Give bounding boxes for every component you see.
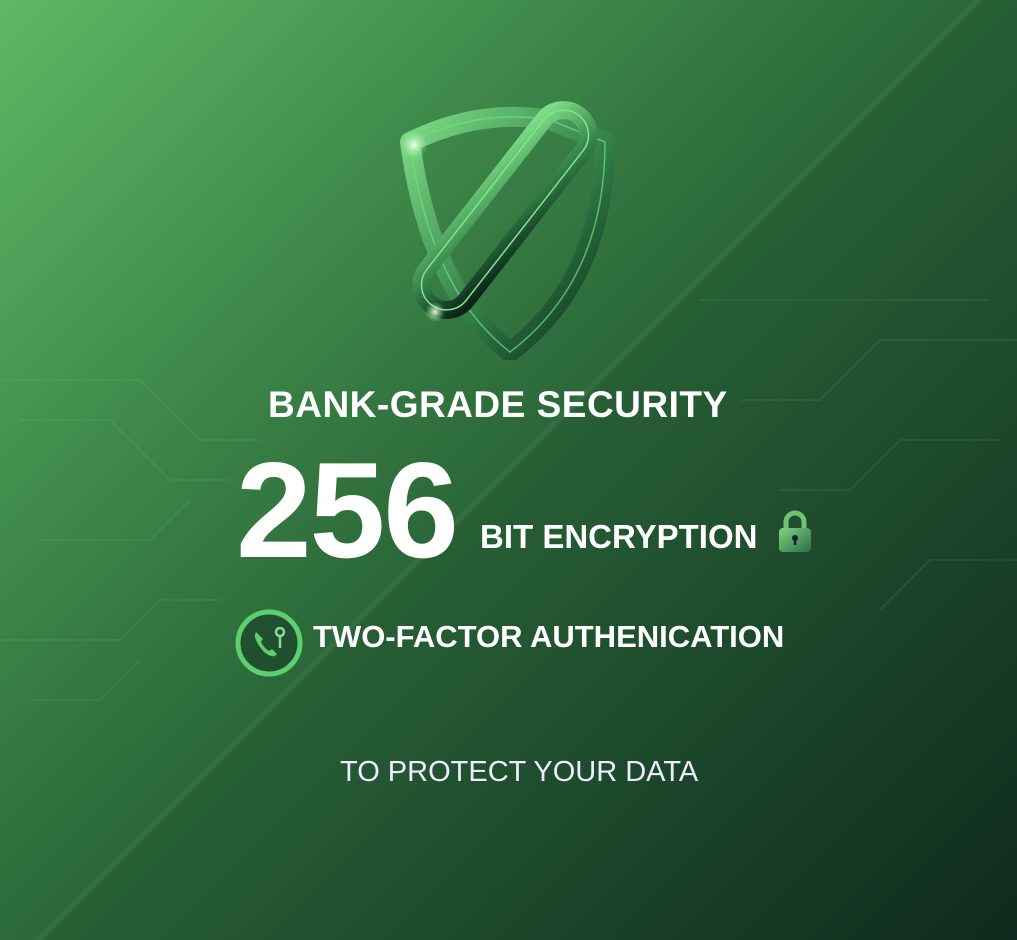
tagline: TO PROTECT YOUR DATA [340, 756, 699, 788]
phone-key-icon [235, 609, 303, 677]
two-factor-label: TWO-FACTOR AUTHENICATION [313, 619, 785, 654]
shield-link-icon [400, 101, 615, 360]
headline: BANK-GRADE SECURITY [268, 384, 728, 425]
encryption-label: BIT ENCRYPTION [480, 518, 758, 555]
encryption-number: 256 [236, 434, 459, 586]
lock-icon [779, 510, 811, 552]
